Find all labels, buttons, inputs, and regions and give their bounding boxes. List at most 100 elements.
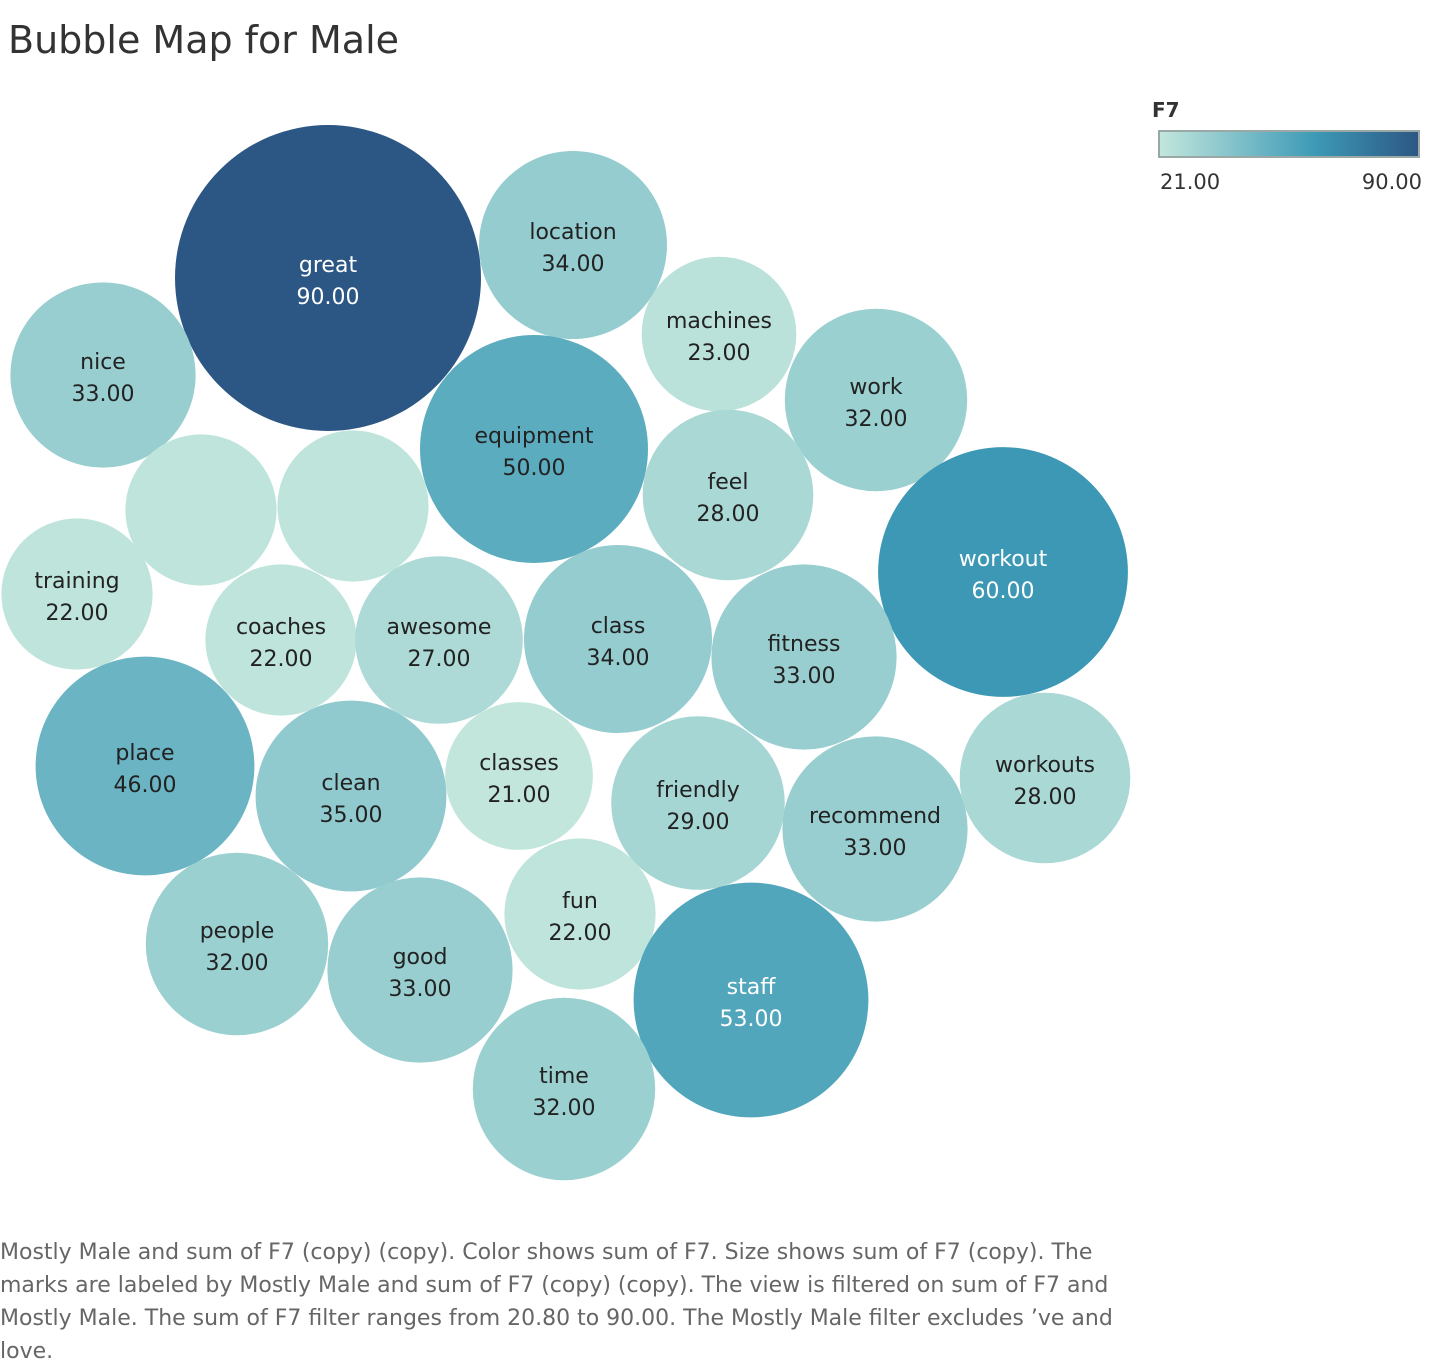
bubble-circle[interactable] xyxy=(1,518,153,670)
chart-title: Bubble Map for Male xyxy=(8,18,400,62)
bubble-word-label: machines xyxy=(666,309,772,334)
bubble-class[interactable]: class 34.00 xyxy=(524,545,712,733)
bubble-value-label: 22.00 xyxy=(46,601,109,626)
bubble-great[interactable]: great 90.00 xyxy=(175,125,481,431)
bubble-word-label: staff xyxy=(727,975,777,1000)
bubble-word-label: location xyxy=(529,220,616,245)
bubble-circle[interactable] xyxy=(472,997,656,1181)
bubble-word-label: nice xyxy=(80,350,126,375)
bubble-people[interactable]: people 32.00 xyxy=(145,852,329,1036)
bubble-circle[interactable] xyxy=(784,308,968,492)
bubble-circle[interactable] xyxy=(205,564,357,716)
bubble-location[interactable]: location 34.00 xyxy=(479,151,667,339)
bubble-time[interactable]: time 32.00 xyxy=(472,997,656,1181)
bubble-word-label: time xyxy=(539,1064,589,1089)
bubble-word-label: workouts xyxy=(995,753,1095,778)
bubble-circle[interactable] xyxy=(277,430,429,582)
bubble-place[interactable]: place 46.00 xyxy=(35,656,255,876)
bubble-circle[interactable] xyxy=(35,656,255,876)
bubble-circle[interactable] xyxy=(611,716,785,890)
bubble-word-label: friendly xyxy=(656,778,739,803)
bubble-word-label: fun xyxy=(562,889,598,914)
bubble-value-label: 23.00 xyxy=(688,341,751,366)
bubble-value-label: 32.00 xyxy=(206,951,269,976)
bubble-value-label: 53.00 xyxy=(720,1007,783,1032)
bubble-circle[interactable] xyxy=(10,282,196,468)
bubble-value-label: 90.00 xyxy=(297,285,360,310)
bubble-value-label: 60.00 xyxy=(972,579,1035,604)
bubble-word-label: great xyxy=(299,253,358,278)
bubble-circle[interactable] xyxy=(782,736,968,922)
bubble-workouts[interactable]: workouts 28.00 xyxy=(959,692,1131,864)
legend-max-label: 90.00 xyxy=(1361,170,1422,194)
bubble-circle[interactable] xyxy=(642,409,814,581)
bubble-word-label: equipment xyxy=(474,424,593,449)
bubble-circle[interactable] xyxy=(355,556,523,724)
bubble-value-label: 32.00 xyxy=(845,407,908,432)
bubble-coaches[interactable]: coaches 22.00 xyxy=(205,564,357,716)
bubble-circle[interactable] xyxy=(524,545,712,733)
bubble-value-label: 27.00 xyxy=(408,647,471,672)
bubble-circle[interactable] xyxy=(641,256,797,412)
bubble-value-label: 33.00 xyxy=(773,664,836,689)
bubble-recommend[interactable]: recommend 33.00 xyxy=(782,736,968,922)
bubble-word-label: training xyxy=(34,569,119,594)
bubble-training[interactable]: training 22.00 xyxy=(1,518,153,670)
bubble-circle[interactable] xyxy=(445,702,593,850)
bubble-circle[interactable] xyxy=(633,882,869,1118)
bubble-word-label: awesome xyxy=(387,615,492,640)
bubble-value-label: 33.00 xyxy=(389,977,452,1002)
bubble-value-label: 21.00 xyxy=(488,783,551,808)
bubble-value-label: 22.00 xyxy=(549,921,612,946)
bubble-circle[interactable] xyxy=(479,151,667,339)
bubble-nice[interactable]: nice 33.00 xyxy=(10,282,196,468)
legend-title: F7 xyxy=(1152,98,1180,122)
legend-min-label: 21.00 xyxy=(1160,170,1221,194)
bubble-word-label: feel xyxy=(708,470,749,495)
bubble-circle[interactable] xyxy=(255,700,447,892)
chart-caption: Mostly Male and sum of F7 (copy) (copy).… xyxy=(0,1240,1113,1364)
color-legend: F7 21.00 90.00 xyxy=(1152,98,1424,208)
bubble-classes[interactable]: classes 21.00 xyxy=(445,702,593,850)
bubble-value-label: 28.00 xyxy=(697,502,760,527)
bubble-word-label: classes xyxy=(479,751,559,776)
bubble-word-label: place xyxy=(115,741,174,766)
bubble-circle[interactable] xyxy=(711,564,897,750)
bubble-staff[interactable]: staff 53.00 xyxy=(633,882,869,1118)
bubble-chart: great 90.00 location 34.00 machines 23.00 nice… xyxy=(1,125,1131,1181)
bubble-word-label: work xyxy=(849,375,902,400)
bubble-workout[interactable]: workout 60.00 xyxy=(878,447,1128,697)
bubble-unlabeled[interactable] xyxy=(125,434,277,586)
bubble-value-label: 29.00 xyxy=(667,810,730,835)
bubble-value-label: 34.00 xyxy=(542,252,605,277)
bubble-value-label: 50.00 xyxy=(503,456,566,481)
bubble-circle[interactable] xyxy=(420,335,648,563)
bubble-word-label: recommend xyxy=(809,804,941,829)
bubble-circle[interactable] xyxy=(878,447,1128,697)
bubble-unlabeled[interactable] xyxy=(277,430,429,582)
bubble-clean[interactable]: clean 35.00 xyxy=(255,700,447,892)
bubble-circle[interactable] xyxy=(504,838,656,990)
bubble-feel[interactable]: feel 28.00 xyxy=(642,409,814,581)
legend-gradient-bar xyxy=(1158,130,1420,158)
bubble-good[interactable]: good 33.00 xyxy=(327,877,513,1063)
bubble-value-label: 22.00 xyxy=(250,647,313,672)
bubble-value-label: 28.00 xyxy=(1014,785,1077,810)
bubble-work[interactable]: work 32.00 xyxy=(784,308,968,492)
bubble-circle[interactable] xyxy=(959,692,1131,864)
bubble-circle[interactable] xyxy=(175,125,481,431)
bubble-awesome[interactable]: awesome 27.00 xyxy=(355,556,523,724)
bubble-fun[interactable]: fun 22.00 xyxy=(504,838,656,990)
bubble-word-label: clean xyxy=(321,771,380,796)
bubble-value-label: 33.00 xyxy=(72,382,135,407)
bubble-value-label: 35.00 xyxy=(320,803,383,828)
bubble-circle[interactable] xyxy=(327,877,513,1063)
bubble-circle[interactable] xyxy=(125,434,277,586)
bubble-value-label: 33.00 xyxy=(844,836,907,861)
bubble-fitness[interactable]: fitness 33.00 xyxy=(711,564,897,750)
bubble-friendly[interactable]: friendly 29.00 xyxy=(611,716,785,890)
bubble-word-label: good xyxy=(393,945,448,970)
bubble-machines[interactable]: machines 23.00 xyxy=(641,256,797,412)
bubble-equipment[interactable]: equipment 50.00 xyxy=(420,335,648,563)
bubble-circle[interactable] xyxy=(145,852,329,1036)
